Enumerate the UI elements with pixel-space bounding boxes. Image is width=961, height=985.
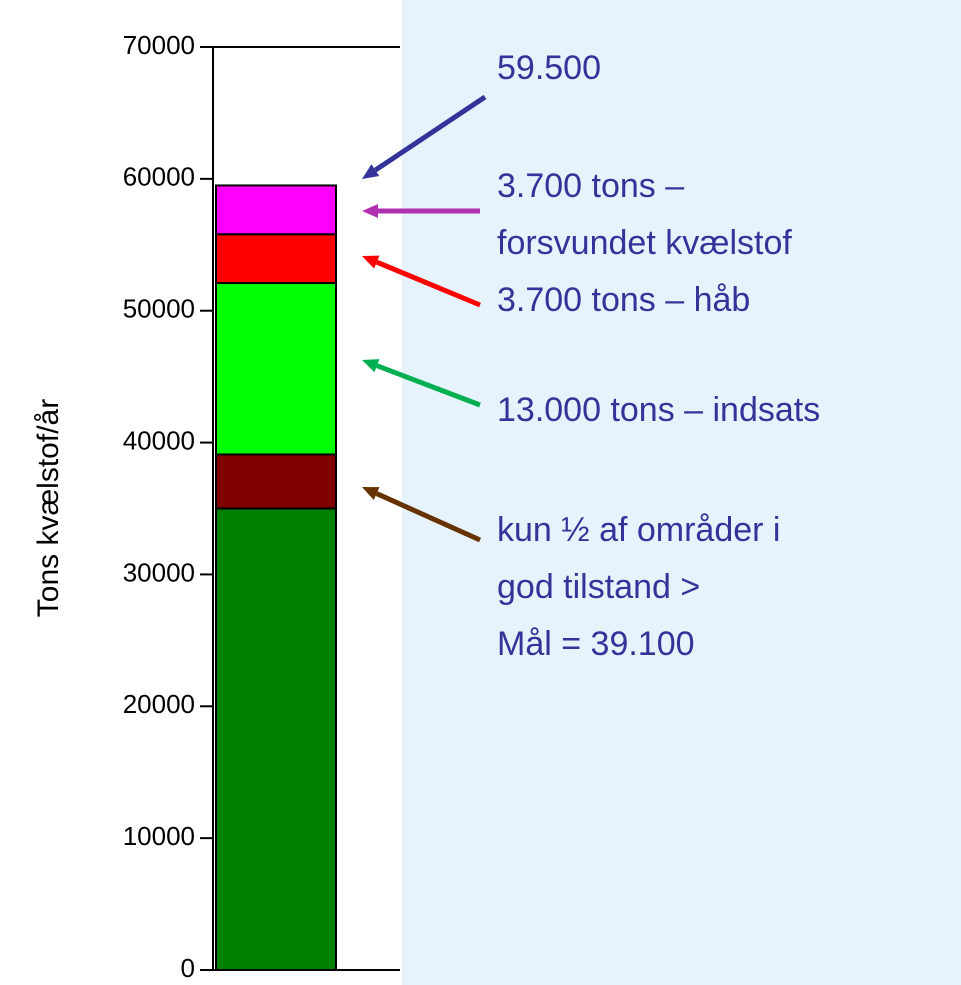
annotation-text: forsvundet kvælstof [497,224,792,262]
arrow-head [362,204,378,218]
y-tick-label: 20000 [123,689,195,719]
bar-segment [215,282,337,456]
y-tick-label: 60000 [123,162,195,192]
y-tick-label: 50000 [123,294,195,324]
y-axis-label: Tons kvælstof/år [32,399,65,617]
arrow-shaft [373,94,487,173]
y-tick-label: 10000 [123,821,195,851]
annotation-text: god tilstand > [497,568,700,606]
annotation-text: 13.000 tons – indsats [497,391,820,429]
arrow-shaft [375,491,482,543]
arrow-shaft [375,259,481,308]
y-tick-label: 30000 [123,557,195,587]
bar-segment [215,507,337,971]
arrow-head [362,487,380,500]
y-tick-label: 40000 [123,425,195,455]
arrow-head [362,164,380,179]
arrow-head [362,255,380,269]
y-tick-label: 70000 [123,30,195,60]
annotation-text: 3.700 tons – [497,167,684,205]
arrow-head [362,359,380,373]
annotation-text: Mål = 39.100 [497,625,695,663]
bar-segment [215,184,337,236]
annotation-text: 59.500 [497,49,601,87]
arrow-shaft [376,363,481,408]
bar-segment [215,453,337,510]
annotation-text: 3.700 tons – håb [497,281,750,319]
annotation-text: kun ½ af områder i [497,511,780,549]
y-tick-label: 0 [181,953,195,983]
bar-segment [215,233,337,285]
